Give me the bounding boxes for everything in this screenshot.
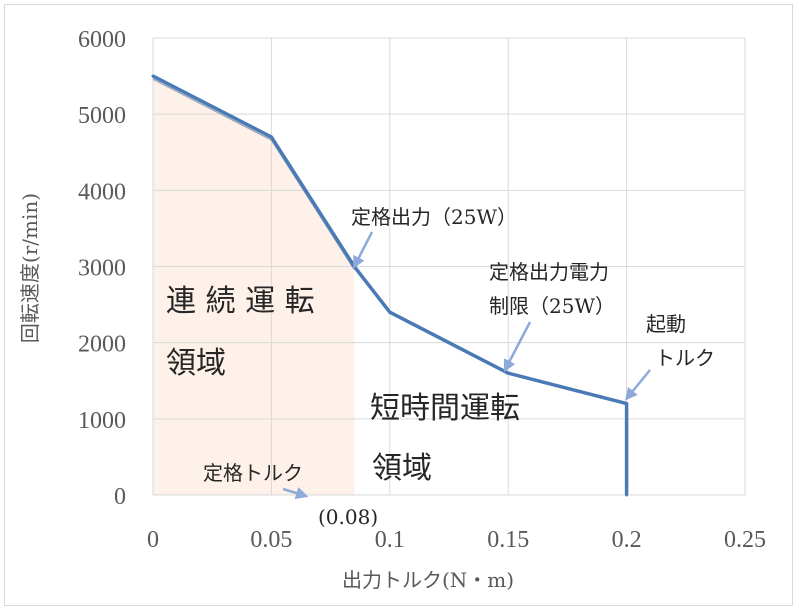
rated-torque-value-note: (0.08): [318, 505, 378, 529]
x-tick-label-3: 0.15: [487, 527, 529, 553]
data-point-1: [269, 135, 273, 139]
continuous-region-label-line1: 連 続 運 転: [166, 284, 315, 319]
rated-power-limit-note-line1: 定格出力電力: [489, 260, 609, 284]
data-point-3: [388, 310, 392, 314]
y-tick-label-3: 3000: [78, 256, 126, 282]
rated-output-note: 定格出力（25W）: [351, 205, 517, 229]
y-axis-title: 回転速度(r/min): [18, 193, 42, 343]
continuous-region-fill: [153, 76, 355, 495]
y-tick-label-1: 1000: [78, 408, 126, 434]
x-tick-label-2: 0.1: [375, 527, 405, 553]
chart-frame: [4, 4, 793, 606]
y-tick-label-4: 4000: [78, 179, 126, 205]
x-tick-label-0: 0: [147, 527, 159, 553]
continuous-region-label-line2: 領域: [166, 346, 226, 381]
rated-torque-arrow: [282, 487, 309, 500]
y-tick-label-0: 0: [114, 484, 126, 510]
data-point-6: [625, 493, 629, 497]
starting-torque-note-line2: トルク: [655, 346, 715, 370]
rated-power-limit-note-line2: 制限（25W）: [489, 294, 615, 318]
starting-torque-note-line1: 起動: [646, 312, 686, 336]
starting-torque-arrow: [625, 369, 651, 401]
data-point-4: [506, 371, 510, 375]
x-axis-title: 出力トルク(N・m): [342, 568, 514, 592]
short-time-region-label-line1: 短時間運転: [370, 391, 520, 426]
rated-power-limit-arrow: [503, 321, 532, 373]
data-point-0: [151, 74, 155, 78]
x-tick-label-4: 0.2: [612, 527, 642, 553]
x-tick-label-1: 0.05: [250, 527, 292, 553]
x-tick-label-5: 0.25: [724, 527, 766, 553]
data-point-5: [625, 402, 629, 406]
rated-output-arrow: [353, 231, 374, 269]
y-tick-label-5: 5000: [78, 103, 126, 129]
short-time-region-label-line2: 領域: [372, 451, 432, 486]
y-tick-label-2: 2000: [78, 332, 126, 358]
rated-torque-note: 定格トルク: [203, 461, 303, 485]
y-tick-label-6: 6000: [78, 27, 126, 53]
